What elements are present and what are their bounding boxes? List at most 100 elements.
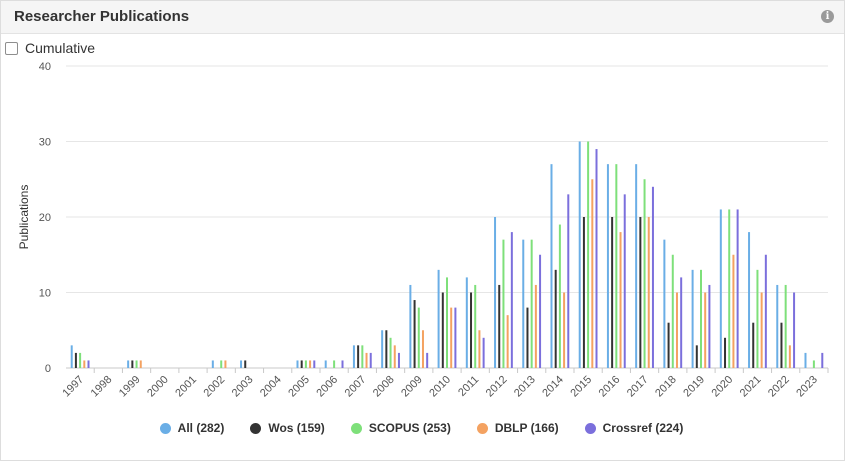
bar-crossref-2020 xyxy=(736,209,739,368)
legend-item-crossref[interactable]: Crossref (224) xyxy=(584,421,683,435)
x-tick-label: 2007 xyxy=(343,374,369,400)
legend-dot-icon xyxy=(159,422,171,434)
bar-crossref-2011 xyxy=(482,337,485,368)
bar-dblp-2020 xyxy=(732,254,735,368)
bar-wos-2010 xyxy=(441,292,444,368)
x-tick-label: 2022 xyxy=(766,374,792,400)
bar-dblp-2017 xyxy=(647,217,650,368)
chart-legend: All (282) Wos (159) SCOPUS (253) DBLP (166)… xyxy=(0,421,843,435)
bar-all-2018 xyxy=(663,239,666,368)
x-tick-label: 2003 xyxy=(230,374,256,400)
legend-item-wos[interactable]: Wos (159) xyxy=(250,421,325,435)
bar-dblp-2016 xyxy=(619,232,622,368)
bar-scopus-2006 xyxy=(333,360,336,368)
bar-all-2010 xyxy=(437,269,440,368)
legend-item-scopus[interactable]: SCOPUS (253) xyxy=(350,421,451,435)
bar-all-2023 xyxy=(804,352,807,368)
x-tick-label: 2020 xyxy=(710,374,736,400)
bar-all-2008 xyxy=(381,330,384,368)
x-tick-label: 2006 xyxy=(314,374,340,400)
bar-all-2019 xyxy=(691,269,694,368)
bar-crossref-2008 xyxy=(397,352,400,368)
y-tick-label: 20 xyxy=(39,212,51,224)
bar-wos-2018 xyxy=(667,322,670,368)
bar-crossref-2013 xyxy=(539,254,542,368)
legend-label: Wos (159) xyxy=(268,421,325,435)
bar-scopus-2016 xyxy=(615,164,618,368)
bar-dblp-2019 xyxy=(704,292,707,368)
bar-all-2009 xyxy=(409,284,412,368)
x-tick-label: 2019 xyxy=(681,374,707,400)
cumulative-label: Cumulative xyxy=(25,40,96,56)
x-tick-label: 2014 xyxy=(540,374,566,400)
legend-item-dblp[interactable]: DBLP (166) xyxy=(476,421,559,435)
bar-wos-2014 xyxy=(554,269,557,368)
bar-wos-2017 xyxy=(639,217,642,368)
bar-scopus-2002 xyxy=(220,360,223,368)
bar-all-2003 xyxy=(240,360,243,368)
panel-title: Researcher Publications xyxy=(14,8,190,25)
info-icon[interactable]: i xyxy=(821,10,834,23)
y-tick-label: 10 xyxy=(39,288,51,300)
bar-scopus-2007 xyxy=(361,345,364,368)
bar-wos-2013 xyxy=(526,307,529,368)
bar-wos-1997 xyxy=(74,352,77,368)
bar-crossref-2007 xyxy=(369,352,372,368)
y-tick-label: 40 xyxy=(39,61,51,73)
x-tick-label: 2013 xyxy=(512,374,538,400)
bar-wos-2011 xyxy=(470,292,473,368)
bar-wos-2022 xyxy=(780,322,783,368)
bar-crossref-2016 xyxy=(623,194,626,368)
x-tick-label: 2021 xyxy=(738,374,764,400)
x-tick-label: 1997 xyxy=(60,374,86,400)
bar-all-2013 xyxy=(522,239,525,368)
bar-wos-2008 xyxy=(385,330,388,368)
bar-dblp-2022 xyxy=(788,345,791,368)
bar-all-2014 xyxy=(550,164,553,368)
bar-dblp-2010 xyxy=(450,307,453,368)
legend-dot-icon xyxy=(250,422,262,434)
bar-crossref-2023 xyxy=(821,352,824,368)
bar-dblp-2005 xyxy=(309,360,312,368)
bar-crossref-2022 xyxy=(793,292,796,368)
bar-scopus-2018 xyxy=(671,254,674,368)
bar-all-2012 xyxy=(494,217,497,368)
y-axis-title: Publications xyxy=(17,185,31,250)
bar-scopus-2019 xyxy=(700,269,702,368)
bar-scopus-2022 xyxy=(784,284,787,368)
bar-scopus-2011 xyxy=(474,284,477,368)
bar-all-1999 xyxy=(127,360,130,368)
bar-all-2022 xyxy=(776,284,779,368)
x-tick-label: 2004 xyxy=(258,374,284,400)
x-tick-label: 2005 xyxy=(286,374,312,400)
bar-wos-2005 xyxy=(300,360,303,368)
x-tick-label: 1999 xyxy=(117,374,143,400)
bar-crossref-2012 xyxy=(510,232,513,368)
y-tick-label: 0 xyxy=(45,363,51,375)
bar-all-2017 xyxy=(635,164,638,368)
bar-all-2002 xyxy=(211,360,214,368)
legend-dot-icon xyxy=(350,422,362,434)
x-tick-label: 2023 xyxy=(794,374,820,400)
legend-item-all[interactable]: All (282) xyxy=(159,421,224,435)
bar-scopus-2010 xyxy=(446,277,448,368)
x-tick-label: 2008 xyxy=(371,374,397,400)
bar-all-2011 xyxy=(465,277,468,368)
bar-all-2005 xyxy=(296,360,299,368)
bar-dblp-2013 xyxy=(534,284,537,368)
cumulative-toggle[interactable]: Cumulative xyxy=(5,40,95,56)
bar-crossref-2014 xyxy=(567,194,570,368)
bar-dblp-2007 xyxy=(365,352,368,368)
x-tick-label: 2015 xyxy=(568,374,594,400)
bar-crossref-2018 xyxy=(680,277,683,368)
cumulative-checkbox[interactable] xyxy=(5,41,18,55)
bar-scopus-2005 xyxy=(304,360,307,368)
bar-crossref-2009 xyxy=(426,352,429,368)
bar-dblp-2021 xyxy=(760,292,763,368)
x-tick-label: 2011 xyxy=(456,374,481,399)
bar-crossref-2006 xyxy=(341,360,344,368)
bar-crossref-2010 xyxy=(454,307,457,368)
legend-dot-icon xyxy=(584,422,596,434)
bar-scopus-2020 xyxy=(728,209,731,368)
